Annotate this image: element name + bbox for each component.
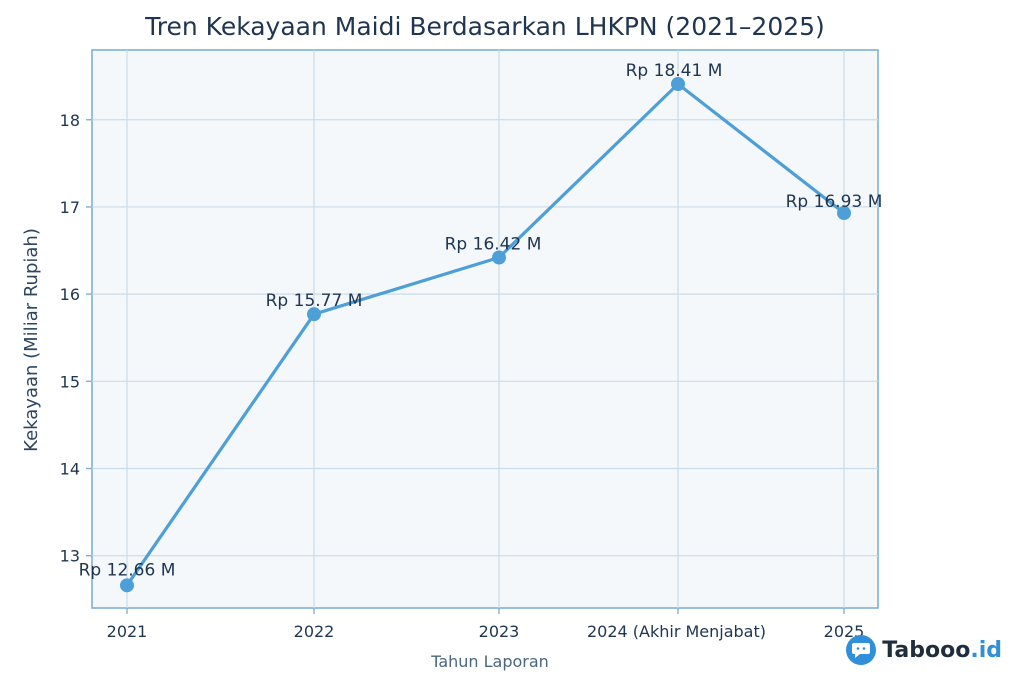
y-tick-label: 15 (60, 372, 80, 391)
x-tick-label: 2021 (107, 622, 148, 641)
y-tick-label: 13 (60, 547, 80, 566)
data-label: Rp 15.77 M (266, 291, 363, 311)
x-tick-label: 2022 (294, 622, 335, 641)
y-tick-label: 16 (60, 285, 80, 304)
data-point (671, 77, 685, 92)
data-label: Rp 12.66 M (79, 560, 176, 580)
data-label: Rp 16.42 M (445, 235, 542, 255)
plot-area (91, 49, 879, 609)
brand-logo: Tabooo.id (846, 635, 1002, 665)
x-axis-label: Tahun Laporan (430, 652, 549, 671)
data-point (307, 307, 321, 322)
brand-name: Tabooo.id (882, 637, 1002, 663)
data-labels: Rp 12.66 M Rp 15.77 M Rp 16.42 M Rp 18.41 M… (79, 61, 883, 580)
y-tick-label: 14 (60, 460, 80, 479)
x-tick-label: 2023 (479, 622, 520, 641)
y-axis-label: Kekayaan (Miliar Rupiah) (21, 228, 42, 452)
data-label: Rp 18.41 M (626, 61, 723, 81)
data-point (120, 578, 134, 593)
data-points (120, 77, 851, 593)
y-tick-label: 18 (60, 111, 80, 130)
grid-lines (92, 50, 878, 608)
y-axis-ticks: 13 14 15 16 17 18 (60, 111, 92, 566)
chart-title: Tren Kekayaan Maidi Berdasarkan LHKPN (2… (144, 12, 825, 41)
x-axis-ticks: 2021 2022 2023 2024 (Akhir Menjabat) 2025 (107, 608, 864, 641)
data-point (837, 206, 851, 221)
data-point (492, 250, 506, 265)
data-label: Rp 16.93 M (786, 192, 883, 212)
y-tick-label: 17 (60, 198, 80, 217)
chat-bubble-icon (846, 635, 877, 665)
x-tick-label: 2024 (Akhir Menjabat) (587, 622, 766, 641)
